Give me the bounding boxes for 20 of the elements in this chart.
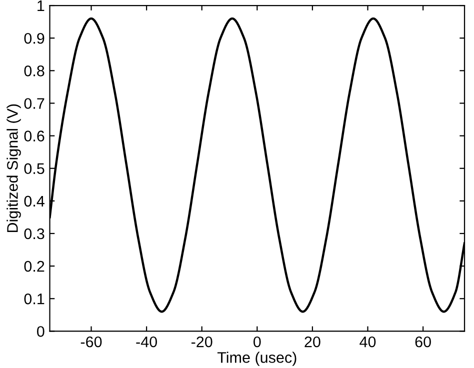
y-tick-label: 0.6	[24, 130, 44, 142]
y-tick-label: 0.5	[24, 163, 44, 174]
x-tick-label: 0	[253, 336, 261, 348]
x-tick-label: 40	[360, 336, 376, 348]
y-tick-label: 0	[37, 326, 44, 337]
x-tick-label: 20	[304, 336, 320, 348]
y-tick-label: 0.8	[24, 66, 44, 76]
y-tick-label: 1	[38, 0, 44, 12]
y-tick-label: 0.7	[24, 98, 44, 109]
y-tick-label: 0.3	[24, 228, 44, 240]
y-tick-label: 0.2	[24, 260, 44, 272]
x-tick-label: -20	[191, 336, 212, 348]
x-tick-label: -60	[80, 336, 102, 348]
y-tick-label: 0.9	[24, 32, 44, 44]
x-axis-title: Time (usec)	[217, 352, 296, 366]
y-tick-label: 0.4	[24, 196, 44, 207]
y-tick-label: 0.1	[24, 294, 44, 304]
x-tick-label: -40	[136, 336, 157, 348]
y-axis-title: Digitized Signal (V)	[6, 104, 21, 232]
x-tick-label: 60	[415, 336, 431, 348]
